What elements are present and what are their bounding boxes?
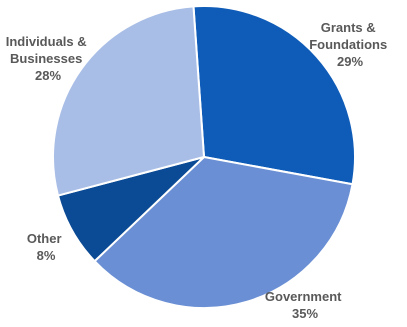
label-government: Government 35%	[265, 289, 345, 321]
label-other: Other 8%	[27, 231, 65, 263]
slice-individuals-businesses	[52, 5, 205, 197]
label-grants-foundations: Grants & Foundations 29%	[309, 20, 391, 69]
slice-government	[93, 156, 354, 309]
pie-slices	[52, 5, 356, 309]
slice-grants-foundations	[192, 5, 356, 186]
pie-labels: Grants & Foundations 29% Individuals & B…	[6, 20, 391, 321]
label-individuals-businesses: Individuals & Businesses 28%	[6, 34, 91, 83]
